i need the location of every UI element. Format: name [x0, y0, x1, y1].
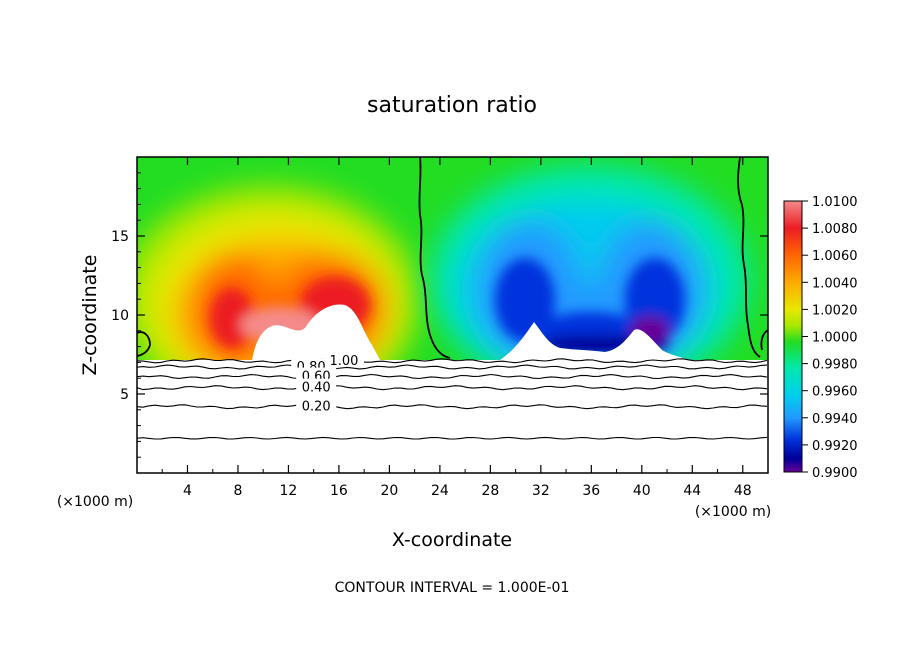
colorbar-tick-label: 0.9900 [812, 466, 858, 481]
contour-line [137, 358, 768, 364]
contour-line [137, 373, 768, 380]
contour-line [137, 385, 768, 391]
y-tick-label: 5 [120, 387, 129, 403]
contour-interval-note: CONTOUR INTERVAL = 1.000E-01 [335, 580, 570, 596]
contour-line [137, 404, 768, 410]
contour-label-bg [296, 367, 337, 382]
y-axis-ticks: 5 10 15 [111, 172, 768, 458]
colorbar-tick-label: 1.0000 [812, 331, 858, 346]
x-tick-label: 40 [633, 483, 651, 499]
contour-line [137, 436, 768, 440]
x-unit-label-left: (×1000 m) [57, 494, 133, 510]
colorbar-tick-label: 0.9960 [812, 385, 858, 400]
y-tick-label: 10 [111, 308, 129, 324]
contour-label: 0.20 [302, 400, 331, 415]
contour-label-bg [323, 351, 364, 366]
saturation-contour-lines [137, 157, 768, 359]
x-axis-label: X-coordinate [392, 529, 512, 551]
colorbar-tick-label: 1.0060 [812, 249, 858, 264]
y-tick-label: 15 [111, 229, 129, 245]
contour-label-bg [296, 397, 337, 412]
colorbar-ticks: 1.0100 1.0080 1.0060 1.0040 1.0020 1.0000 0.99… [802, 195, 858, 481]
x-tick-label: 36 [582, 483, 600, 499]
colorbar-tick-label: 1.0040 [812, 276, 858, 291]
y-axis-label: Z-coordinate [79, 255, 101, 376]
colorbar-tick-label: 0.9940 [812, 412, 858, 427]
heatmap-field [137, 157, 768, 360]
x-tick-label: 32 [532, 483, 550, 499]
colorbar-tick-label: 1.0100 [812, 195, 858, 210]
x-tick-label: 8 [233, 483, 242, 499]
x-tick-label: 24 [431, 483, 449, 499]
contour-label-bg [296, 378, 337, 393]
x-tick-label: 16 [330, 483, 348, 499]
colorbar-tick-label: 1.0020 [812, 303, 858, 318]
contour-label: 1.00 [329, 354, 358, 369]
colorbar-tick-label: 0.9920 [812, 439, 858, 454]
humidity-contour-lines: 1.000.800.600.400.20 [137, 351, 768, 440]
x-tick-label: 20 [380, 483, 398, 499]
contour-label: 0.40 [302, 381, 331, 396]
x-axis-ticks: 4 8 12 16 20 24 28 32 36 40 44 48 [161, 157, 752, 499]
contour-line [137, 364, 768, 370]
x-unit-label-right: (×1000 m) [695, 504, 771, 520]
x-tick-label: 44 [683, 483, 701, 499]
x-tick-label: 48 [734, 483, 752, 499]
x-tick-label: 28 [481, 483, 499, 499]
x-tick-label: 12 [280, 483, 298, 499]
colorbar [783, 200, 803, 473]
x-tick-label: 4 [183, 483, 192, 499]
chart-title: saturation ratio [367, 93, 537, 118]
colorbar-tick-label: 0.9980 [812, 358, 858, 373]
colorbar-tick-label: 1.0080 [812, 222, 858, 237]
